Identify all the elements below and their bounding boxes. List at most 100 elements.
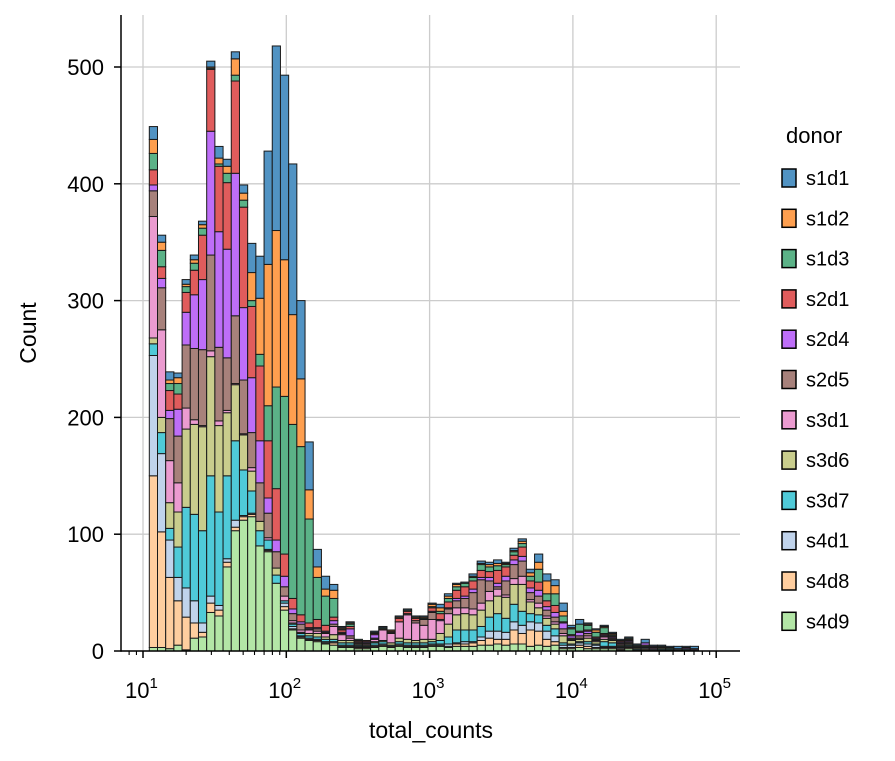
bar-segment-s3d1 — [435, 620, 445, 634]
bar-segment-s1d1 — [534, 553, 544, 563]
bar-segment-s3d1 — [337, 634, 347, 641]
bar-segment-s3d1 — [468, 608, 478, 616]
bar-segment-s3d6 — [329, 634, 339, 640]
bar-segment-s2d1 — [468, 580, 478, 590]
bar-segment-s3d1 — [189, 419, 199, 425]
bar-segment-s2d4 — [165, 409, 175, 420]
legend-label: s2d1 — [806, 289, 849, 311]
bar-segment-s2d1 — [493, 569, 503, 584]
bar-segment-s4d8 — [525, 629, 536, 647]
bar-segment-s1d3 — [296, 446, 306, 616]
bar-segment-s1d1 — [501, 561, 511, 564]
bar-segment-s2d1 — [443, 601, 454, 609]
bar-segment-s1d1 — [443, 593, 454, 597]
bar-segment-s4d9 — [238, 519, 249, 652]
bar-segment-s1d3 — [173, 383, 183, 395]
bar-segment-s3d6 — [312, 632, 322, 638]
bar-segment-s1d3 — [157, 249, 167, 268]
legend-swatch — [781, 571, 797, 591]
bar-segment-s1d1 — [238, 184, 249, 194]
bar-segment-s1d1 — [394, 615, 404, 618]
bar-segment-s2d4 — [575, 631, 585, 637]
bar-segment-s3d7 — [148, 343, 159, 356]
bar-segment-s3d6 — [247, 470, 257, 492]
bar-segment-s2d4 — [542, 606, 552, 611]
bar-segment-s2d1 — [255, 365, 265, 442]
bar-segment-s2d1 — [157, 266, 167, 279]
bar-segment-s1d3 — [288, 423, 298, 599]
bar-segment-s1d2 — [304, 489, 314, 520]
bar-segment-s3d6 — [419, 638, 429, 644]
bar-segment-s3d1 — [173, 482, 183, 513]
bar-segment-s4d9 — [329, 644, 339, 652]
legend-swatch — [781, 490, 797, 511]
bar-segment-s2d5 — [222, 357, 232, 411]
bar-segment-s1d3 — [148, 152, 159, 171]
y-tick-labels: 0 100 200 300 400 500 — [67, 55, 104, 664]
bar-segment-s1d1 — [484, 561, 495, 566]
bar-segment-s3d7 — [476, 625, 486, 638]
bar-segment-s3d6 — [230, 384, 240, 442]
bar-segment-s1d1 — [197, 220, 208, 226]
bar-segment-s2d5 — [460, 597, 470, 609]
bar-segment-s2d1 — [394, 617, 404, 623]
bar-segment-s2d5 — [214, 346, 224, 422]
bar-segment-s1d1 — [148, 126, 159, 140]
bar-segment-s4d8 — [206, 602, 216, 613]
bar-segment-s1d1 — [230, 51, 240, 60]
bar-segment-s4d9 — [247, 516, 257, 652]
bar-segment-s1d1 — [419, 615, 429, 618]
x-tick-exponent: 3 — [436, 675, 444, 692]
bar-segment-s2d4 — [238, 307, 249, 381]
bar-segment-s3d1 — [476, 602, 486, 611]
bar-segment-s1d1 — [345, 621, 355, 624]
bar-segment-s3d1 — [460, 607, 470, 615]
x-tick-base: 10 — [268, 678, 292, 703]
bar-segment-s1d2 — [550, 585, 560, 595]
bar-segment-s4d1 — [157, 453, 167, 533]
bar-segment-s2d4 — [501, 575, 511, 582]
bar-segment-s4d9 — [501, 644, 511, 652]
bar-segment-s3d6 — [255, 520, 265, 532]
legend-swatch — [781, 611, 797, 632]
bar-segment-s4d9 — [312, 641, 322, 652]
bar-segment-s3d6 — [558, 635, 568, 644]
bar-segment-s3d6 — [173, 511, 183, 548]
bar-segment-s1d3 — [525, 575, 536, 582]
bar-segment-s1d1 — [460, 581, 470, 584]
bar-segment-s1d1 — [509, 547, 519, 552]
bar-segment-s1d3 — [279, 395, 290, 555]
bar-segment-s1d2 — [189, 259, 199, 264]
bar-segment-s1d3 — [247, 300, 257, 307]
bar-segment-s3d6 — [148, 337, 159, 345]
bar-segment-s2d4 — [329, 620, 339, 625]
bar-segment-s2d4 — [550, 611, 560, 618]
bar-segment-s2d1 — [476, 569, 486, 578]
bar-segment-s2d5 — [157, 287, 167, 331]
bar-segment-s1d3 — [484, 566, 495, 573]
bar-segment-s1d3 — [509, 551, 519, 556]
x-tick-label: 101 — [125, 675, 158, 703]
bar-segment-s4d9 — [222, 566, 232, 652]
y-tick-label: 500 — [67, 55, 104, 80]
x-tick-exponent: 1 — [149, 675, 157, 692]
bar-segment-s4d9 — [476, 644, 486, 652]
bar-segment-s4d1 — [493, 630, 503, 640]
bar-segment-s3d1 — [247, 467, 257, 472]
bar-segment-s4d8 — [222, 561, 232, 568]
bar-segment-s2d1 — [288, 597, 298, 610]
bar-segment-s1d3 — [558, 615, 568, 623]
bar-segment-s3d1 — [181, 407, 191, 430]
bar-segment-s2d1 — [206, 68, 216, 132]
bar-segment-s1d3 — [165, 383, 175, 392]
bar-segment-s3d6 — [157, 416, 167, 434]
bar-segment-s3d6 — [525, 601, 536, 615]
bar-segment-s4d9 — [189, 637, 199, 652]
bar-segment-s1d1 — [591, 628, 601, 631]
bar-segment-s3d7 — [165, 527, 175, 541]
bar-segment-s1d1 — [189, 254, 199, 261]
bar-segment-s3d6 — [222, 412, 232, 477]
bar-segment-s4d8 — [189, 622, 199, 639]
bar-segment-s4d9 — [296, 637, 306, 652]
